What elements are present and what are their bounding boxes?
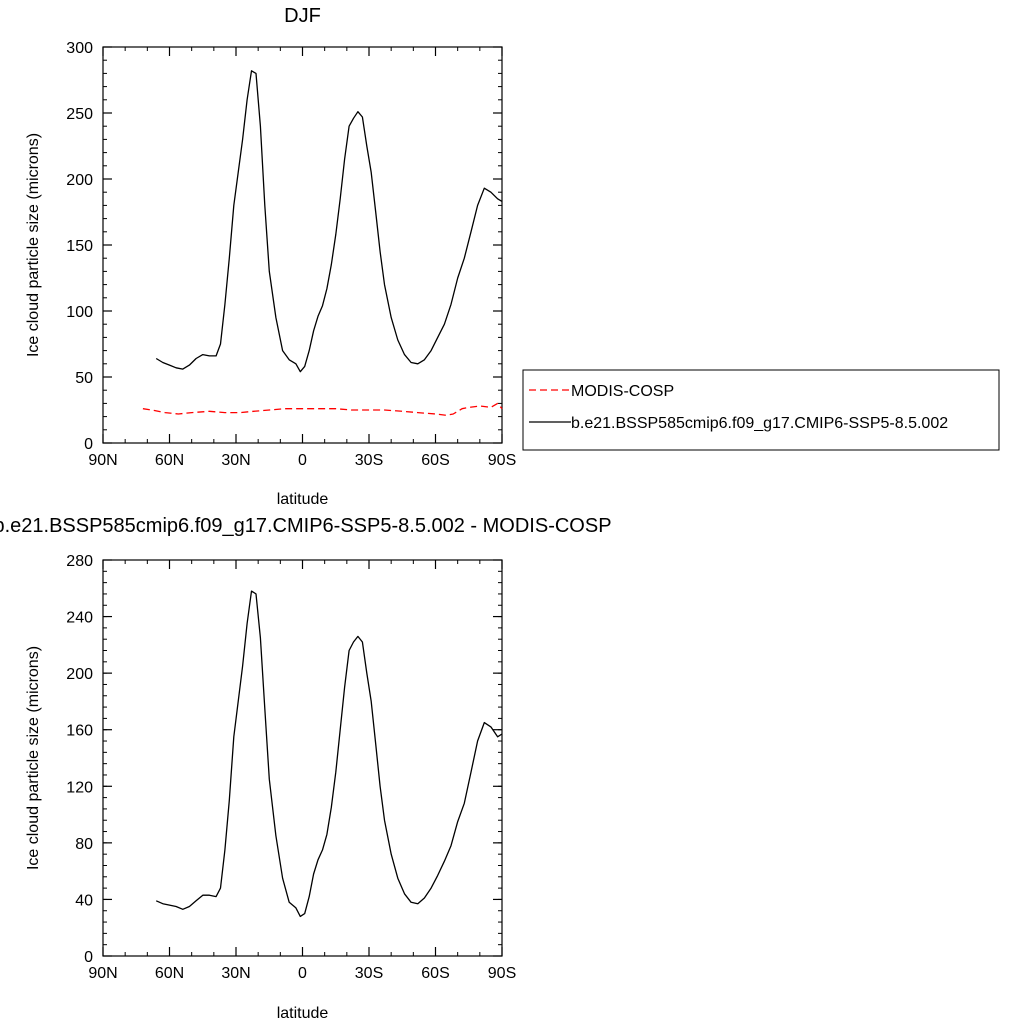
x-tick-label: 60S (421, 965, 449, 982)
chart-panel-2: 90N 60N 30N 0 30S 60S 90S 0 40 80 120 160 200 240 280 b… (0, 515, 612, 1022)
plot-frame (102, 46, 503, 444)
x-tick-label: 60N (155, 452, 184, 469)
chart-title: DJF (284, 5, 321, 27)
y-axis-label: Ice cloud particle size (microns) (25, 133, 42, 357)
x-tick-label: 60N (155, 965, 184, 982)
y-tick-label: 280 (66, 553, 93, 570)
series-line-2 (155, 70, 503, 373)
x-tick-label: 0 (298, 965, 307, 982)
y-tick-label: 200 (66, 666, 93, 683)
y-tick-label: 240 (66, 610, 93, 627)
series-line-1 (155, 590, 503, 918)
y-tick-label: 0 (84, 949, 93, 966)
x-tick-label: 90S (488, 965, 516, 982)
x-tick-label: 30S (355, 965, 383, 982)
y-tick-label: 300 (66, 40, 93, 57)
y-tick-label: 0 (84, 436, 93, 453)
y-tick-label: 100 (66, 304, 93, 321)
x-tick-label: 30S (355, 452, 383, 469)
series-line-1 (142, 402, 503, 416)
x-tick-label: 30N (221, 452, 250, 469)
x-axis-label: latitude (277, 1005, 329, 1022)
y-tick-label: 80 (75, 836, 93, 853)
x-tick-label: 30N (221, 965, 250, 982)
legend-label: MODIS-COSP (571, 383, 674, 400)
y-axis-label: Ice cloud particle size (microns) (25, 646, 42, 870)
x-tick-label: 60S (421, 452, 449, 469)
legend-box (522, 369, 1000, 451)
y-tick-label: 160 (66, 723, 93, 740)
y-tick-label: 120 (66, 779, 93, 796)
chart-panel-1: 90N 60N 30N 0 30S 60S 90S 0 50 100 150 200 250 300 DJF… (25, 5, 1000, 508)
x-axis-label: latitude (277, 491, 329, 508)
x-tick-label: 90N (88, 452, 117, 469)
x-tick-label: 0 (298, 452, 307, 469)
y-tick-label: 50 (75, 370, 93, 387)
y-tick-label: 40 (75, 892, 93, 909)
legend-label: b.e21.BSSP585cmip6.f09_g17.CMIP6-SSP5-8.… (571, 415, 948, 432)
plot-frame (102, 559, 503, 957)
x-tick-label: 90N (88, 965, 117, 982)
x-tick-label: 90S (488, 452, 516, 469)
y-tick-label: 250 (66, 106, 93, 123)
y-tick-label: 200 (66, 172, 93, 189)
chart-title: b.e21.BSSP585cmip6.f09_g17.CMIP6-SSP5-8.… (0, 515, 612, 537)
y-tick-label: 150 (66, 238, 93, 255)
